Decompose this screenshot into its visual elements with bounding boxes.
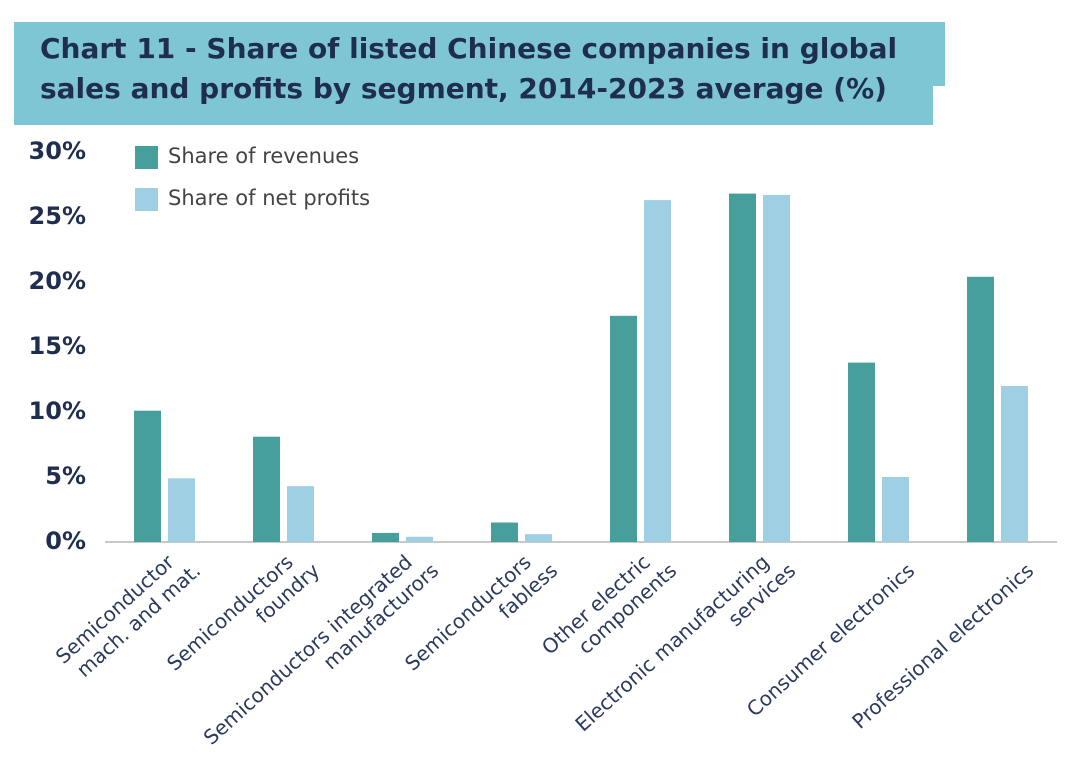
bar (406, 536, 433, 542)
bar (848, 362, 875, 542)
y-tick-label: 10% (29, 397, 86, 425)
y-tick-label: 15% (29, 332, 86, 360)
bar (372, 532, 399, 542)
y-tick-label: 25% (29, 202, 86, 230)
bar (644, 200, 671, 542)
legend-label: Share of revenues (168, 144, 359, 168)
chart-title: sales and profits by segment, 2014-2023 … (40, 72, 887, 105)
y-tick-label: 5% (45, 462, 86, 490)
bar (1001, 386, 1028, 542)
bar (882, 477, 909, 542)
chart-title: Chart 11 - Share of listed Chinese compa… (40, 32, 897, 65)
legend-label: Share of net profits (168, 186, 370, 210)
legend-swatch (135, 146, 158, 169)
bar (134, 410, 161, 542)
bar (729, 193, 756, 542)
y-tick-label: 0% (45, 527, 86, 555)
y-tick-label: 30% (29, 137, 86, 165)
bar (525, 534, 552, 542)
bar (168, 478, 195, 542)
bar (253, 436, 280, 542)
bar (610, 315, 637, 542)
title-box (14, 22, 933, 125)
bar (763, 194, 790, 542)
legend-swatch (135, 188, 158, 211)
bar (287, 486, 314, 542)
x-tick-label: Electronic manufacturingservices (570, 540, 800, 754)
y-tick-label: 20% (29, 267, 86, 295)
bar (491, 522, 518, 542)
bar (967, 276, 994, 542)
